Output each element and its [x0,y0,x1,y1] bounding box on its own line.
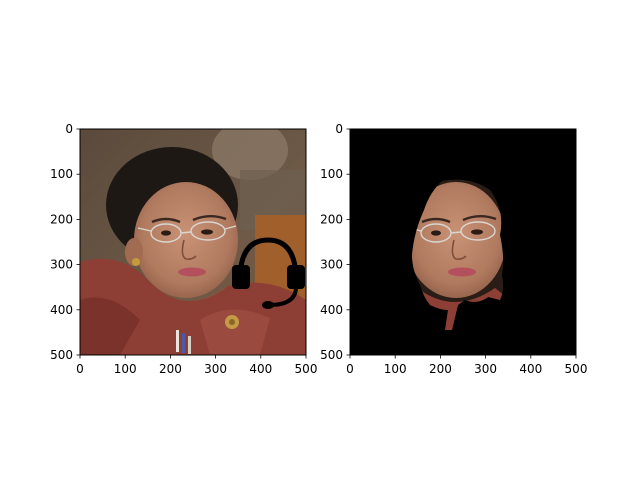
right-y-tick-label: 200 [320,212,343,226]
right-x-tick-label: 400 [519,362,542,376]
left-y-tick-label: 500 [50,348,73,362]
right-y-tick-label: 0 [335,122,343,136]
left-x-tick-label: 200 [159,362,182,376]
left-x-tick-label: 300 [204,362,227,376]
right-x-tick-label: 0 [346,362,354,376]
right-x-tick-label: 100 [384,362,407,376]
right-segmented-photo [350,129,576,355]
left-y-tick-label: 400 [50,303,73,317]
left-y-tick-label: 300 [50,258,73,272]
left-y-tick-label: 100 [50,167,73,181]
left-x-tick-label: 500 [295,362,318,376]
right-x-tick-label: 300 [474,362,497,376]
right-y-tick-label: 500 [320,348,343,362]
right-x-tick-label: 500 [565,362,588,376]
right-x-tick-label: 200 [429,362,452,376]
right-axes-frame [349,128,577,356]
left-x-tick-label: 0 [76,362,84,376]
right-y-tick-label: 300 [320,258,343,272]
left-x-tick-label: 100 [114,362,137,376]
headset-icon [232,237,305,309]
right-y-tick-label: 100 [320,167,343,181]
left-y-tick-label: 0 [65,122,73,136]
left-axes-frame [79,128,307,356]
left-photo [80,129,306,355]
left-y-tick-label: 200 [50,212,73,226]
left-x-tick-label: 400 [249,362,272,376]
right-y-tick-label: 400 [320,303,343,317]
